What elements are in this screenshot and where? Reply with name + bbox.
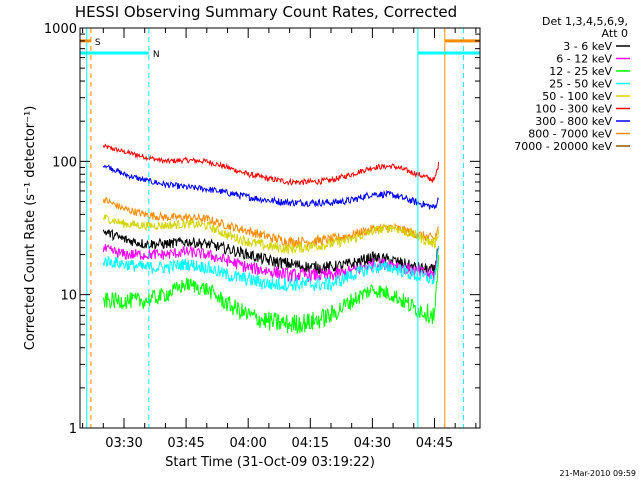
- x-axis-label: Start Time (31-Oct-09 03:19:22): [165, 455, 375, 470]
- interval-label-1: N: [153, 50, 160, 60]
- y-tick-label: 1000: [44, 22, 77, 37]
- series-line-2: [102, 196, 440, 249]
- series-line-3: [102, 213, 440, 255]
- footer-date: 21-Mar-2010 09:59: [560, 469, 637, 478]
- series-line-5: [102, 244, 440, 284]
- interval-label-0: S: [95, 38, 101, 48]
- legend-entry-label: 800 - 7000 keV: [528, 128, 612, 141]
- x-tick-label: 04:15: [292, 436, 329, 451]
- legend-entry-label: 7000 - 20000 keV: [514, 140, 612, 153]
- legend-entry-label: 100 - 300 keV: [535, 103, 612, 116]
- series-line-4: [102, 228, 440, 276]
- x-tick-label: 03:45: [167, 436, 204, 451]
- legend-entry-label: 6 - 12 keV: [556, 53, 612, 66]
- chart-title: HESSI Observing Summary Count Rates, Cor…: [75, 3, 457, 21]
- y-tick-label: 1: [69, 422, 77, 437]
- legend-entry-label: 300 - 800 keV: [535, 115, 612, 128]
- x-tick-label: 04:45: [416, 436, 453, 451]
- y-tick-label: 100: [52, 155, 77, 170]
- series-line-1: [102, 164, 440, 210]
- series-line-6: [102, 246, 440, 293]
- axes-frame: [79, 27, 481, 429]
- legend-entry-label: 3 - 6 keV: [563, 40, 612, 53]
- legend-header-1: Att 0: [602, 27, 628, 40]
- legend-entry-label: 50 - 100 keV: [542, 90, 612, 103]
- plot-area: S N 1 10 100 1000 03:30 03:45 04:00 04:15 04:30 04:…: [44, 22, 481, 451]
- series-line-0: [102, 143, 440, 186]
- y-tick-label: 10: [60, 289, 77, 304]
- legend-header-0: Det 1,3,4,5,6,9,: [542, 15, 628, 28]
- legend-entry-label: 12 - 25 keV: [549, 65, 612, 78]
- y-axis-label: Corrected Count Rate (s⁻¹ detector⁻¹): [23, 106, 38, 351]
- x-tick-label: 04:00: [229, 436, 266, 451]
- x-tick-label: 04:30: [354, 436, 391, 451]
- x-tick-label: 03:30: [105, 436, 142, 451]
- series-line-7: [102, 254, 440, 335]
- legend-entry-label: 25 - 50 keV: [549, 78, 612, 91]
